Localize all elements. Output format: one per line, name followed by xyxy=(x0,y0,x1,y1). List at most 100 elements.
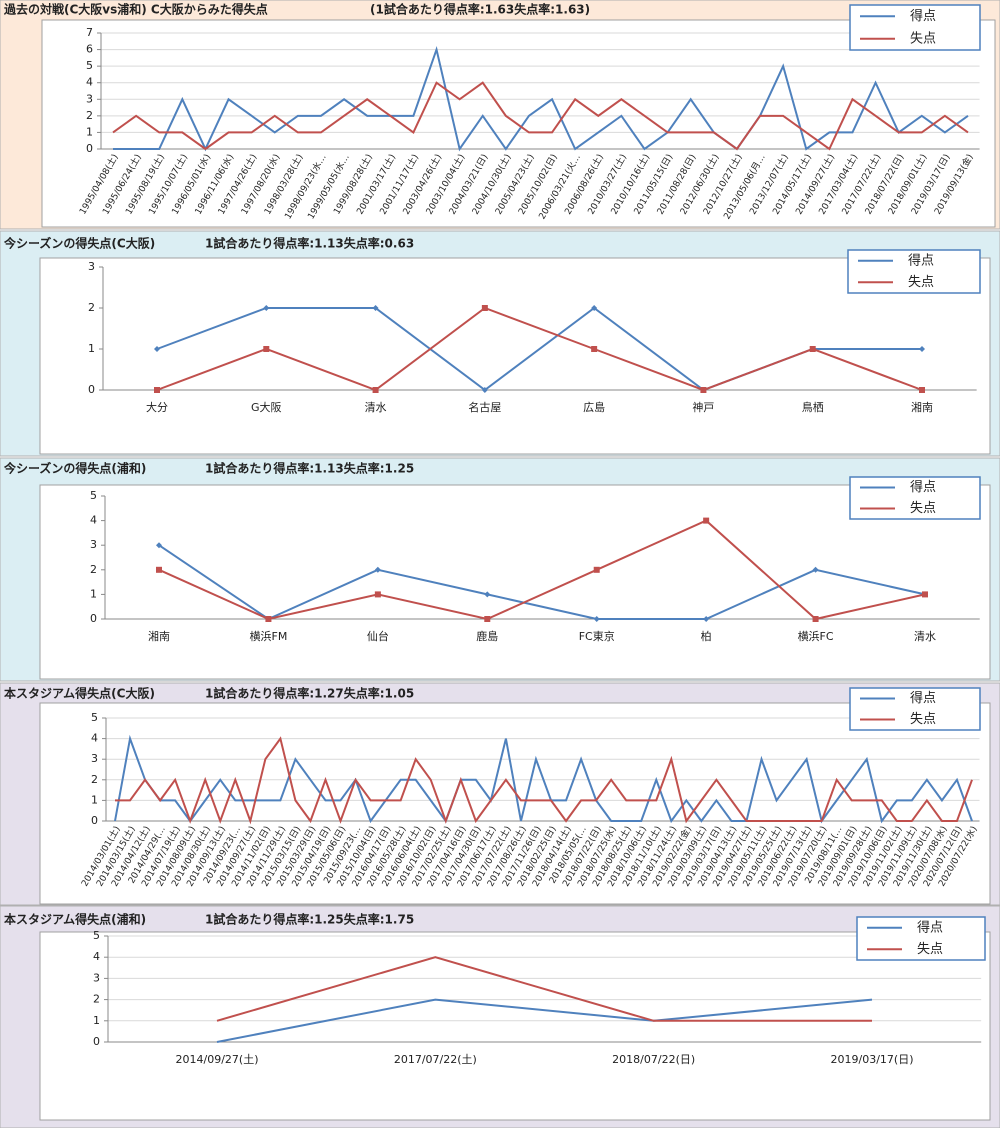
point-marker xyxy=(700,387,707,393)
x-tick-label: 湘南 xyxy=(911,400,933,414)
point-marker xyxy=(154,346,160,352)
point-marker xyxy=(154,387,160,393)
x-tick-label: 2018/07/22(日) xyxy=(612,1053,695,1066)
legend-box xyxy=(849,4,981,51)
point-marker xyxy=(809,346,816,352)
x-tick-label: 清水 xyxy=(365,401,387,414)
point-marker xyxy=(372,387,379,393)
chart-area xyxy=(39,931,991,1121)
y-tick-label: 7 xyxy=(86,26,93,39)
y-tick-label: 1 xyxy=(86,125,93,138)
legend-box xyxy=(849,476,981,520)
y-tick-label: 0 xyxy=(93,1035,100,1048)
y-tick-label: 3 xyxy=(93,971,100,984)
x-tick-label: 大分 xyxy=(146,400,168,414)
chart-subtitle: 1試合あたり得点率:1.13失点率:1.25 xyxy=(205,461,414,476)
series-line xyxy=(158,544,926,621)
x-tick-label: 2014/09/27(土) xyxy=(176,1053,259,1066)
y-tick-label: 4 xyxy=(93,950,100,963)
point-marker xyxy=(919,387,925,393)
series-line xyxy=(158,519,926,621)
chart-area xyxy=(39,484,991,680)
y-tick-label: 5 xyxy=(90,489,97,502)
y-tick-label: 4 xyxy=(90,514,97,527)
legend-box xyxy=(849,687,981,731)
x-tick-label: 2019/03/17(日) xyxy=(831,1053,914,1066)
legend-label: 得点 xyxy=(910,479,936,495)
y-tick-label: 4 xyxy=(86,76,93,89)
point-marker xyxy=(263,346,270,352)
x-tick-label: G大阪 xyxy=(251,400,282,414)
series-line xyxy=(156,306,923,392)
y-tick-label: 2 xyxy=(88,301,95,314)
legend-label: 得点 xyxy=(910,8,936,24)
chart-subtitle: 1試合あたり得点率:1.27失点率:1.05 xyxy=(205,686,414,701)
chart-title: 今シーズンの得失点(C大阪) xyxy=(3,236,155,251)
legend-label: 得点 xyxy=(917,919,943,935)
point-marker xyxy=(812,616,819,622)
point-marker xyxy=(591,346,598,352)
chart-area xyxy=(41,19,996,228)
chart-subtitle: 1試合あたり得点率:1.25失点率:1.75 xyxy=(205,912,414,927)
point-marker xyxy=(593,566,600,573)
series-line xyxy=(216,956,872,1022)
y-tick-label: 0 xyxy=(91,814,98,827)
point-marker xyxy=(374,566,381,573)
point-marker xyxy=(156,542,162,549)
legend-label: 得点 xyxy=(910,690,936,706)
series-line xyxy=(114,734,973,824)
chart-title: 過去の対戦(C大阪vs浦和) C大阪からみた得失点 xyxy=(3,2,268,17)
chart-title: 本スタジアム得失点(C大阪) xyxy=(4,686,155,701)
y-tick-label: 2 xyxy=(86,109,93,122)
point-marker xyxy=(265,616,272,622)
chart-subtitle: 1試合あたり得点率:1.13失点率:0.63 xyxy=(205,236,414,251)
legend-label: 失点 xyxy=(910,712,936,727)
x-tick-label: 仙台 xyxy=(367,629,389,643)
x-tick-label: 神戸 xyxy=(692,400,714,414)
legend-label: 得点 xyxy=(908,252,934,268)
point-marker xyxy=(156,566,162,573)
point-marker xyxy=(374,591,381,598)
x-tick-label: 横浜FC xyxy=(798,629,834,643)
point-marker xyxy=(484,591,491,598)
y-tick-label: 3 xyxy=(88,260,95,273)
point-marker xyxy=(919,346,925,352)
x-tick-label: 清水 xyxy=(914,630,936,643)
chart-title: 本スタジアム得失点(浦和) xyxy=(4,912,146,927)
legend-label: 失点 xyxy=(917,942,943,957)
x-tick-label: 広島 xyxy=(583,400,605,414)
y-tick-label: 6 xyxy=(86,43,93,56)
y-tick-label: 1 xyxy=(91,793,98,806)
point-marker xyxy=(263,305,270,311)
point-marker xyxy=(922,591,928,598)
y-tick-label: 5 xyxy=(93,929,100,942)
x-tick-label: 鹿島 xyxy=(476,629,498,643)
y-tick-label: 0 xyxy=(88,383,95,396)
point-marker xyxy=(372,305,379,311)
y-tick-label: 2 xyxy=(91,773,98,786)
chart-area xyxy=(39,702,991,905)
y-tick-label: 3 xyxy=(90,538,97,551)
y-tick-label: 1 xyxy=(93,1014,100,1027)
y-tick-label: 4 xyxy=(91,732,98,745)
legend-box xyxy=(856,916,986,961)
point-marker xyxy=(812,566,819,573)
y-tick-label: 5 xyxy=(91,711,98,724)
point-marker xyxy=(593,616,600,622)
y-tick-label: 1 xyxy=(88,342,95,355)
series-line xyxy=(112,81,969,151)
chart-title: 今シーズンの得失点(浦和) xyxy=(3,461,146,476)
x-tick-label: 柏 xyxy=(701,629,712,643)
point-marker xyxy=(591,305,598,311)
series-line xyxy=(115,736,973,825)
x-tick-label: 鳥栖 xyxy=(802,400,824,414)
legend-label: 失点 xyxy=(908,275,934,290)
y-tick-label: 2 xyxy=(93,993,100,1006)
y-tick-label: 0 xyxy=(86,142,93,155)
legend-label: 失点 xyxy=(910,501,936,516)
x-tick-label: FC東京 xyxy=(579,629,615,643)
y-tick-label: 1 xyxy=(90,587,97,600)
y-tick-label: 3 xyxy=(86,92,93,105)
point-marker xyxy=(703,616,710,622)
